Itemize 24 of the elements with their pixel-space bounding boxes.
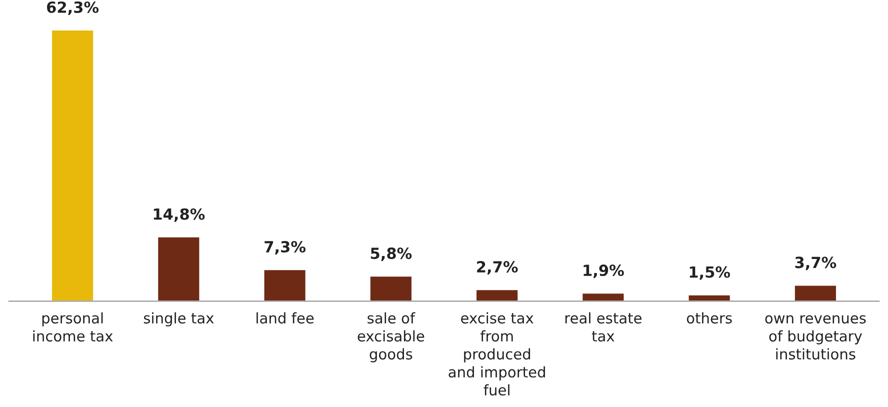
data-label: 3,7% — [795, 256, 836, 270]
data-label: 14,8% — [154, 208, 205, 222]
x-tick-label: own revenues of budgetary institutions — [765, 315, 866, 360]
bar — [475, 288, 519, 302]
bar — [50, 29, 94, 302]
x-tick-label: land fee — [256, 312, 314, 324]
bar — [156, 236, 201, 302]
data-label: 5,8% — [370, 248, 412, 262]
x-tick-label: others — [686, 312, 732, 324]
data-label: 2,7% — [477, 261, 518, 275]
bar — [262, 268, 307, 302]
x-tick-label: single tax — [144, 312, 214, 326]
x-tick-label: sale of excisable goods — [358, 312, 424, 362]
bar — [687, 294, 732, 302]
x-tick-label: real estate tax — [565, 312, 642, 342]
x-tick-label: personal income tax — [33, 312, 113, 342]
data-label: 7,3% — [264, 240, 306, 254]
data-label: 62,3% — [47, 1, 99, 15]
x-tick-label: excise tax from produced and imported fuel — [448, 312, 545, 396]
data-label: 1,5% — [690, 266, 730, 280]
bar — [794, 284, 838, 302]
bar — [369, 275, 413, 302]
bar — [581, 292, 626, 302]
data-label: 1,9% — [584, 264, 624, 278]
